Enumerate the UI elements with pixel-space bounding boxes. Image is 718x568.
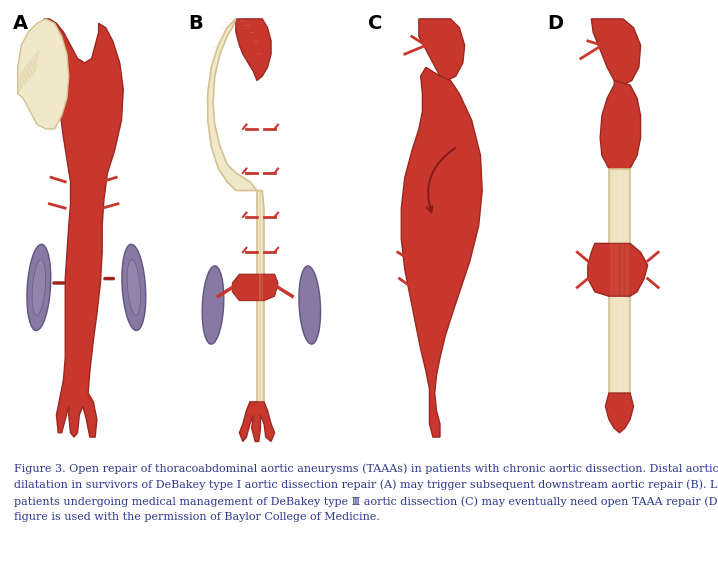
Polygon shape <box>588 243 648 296</box>
Text: C: C <box>368 14 382 34</box>
Text: Figure 3. Open repair of thoracoabdominal aortic aneurysms (TAAAs) in patients w: Figure 3. Open repair of thoracoabdomina… <box>14 463 718 523</box>
Polygon shape <box>419 19 465 81</box>
Text: B: B <box>188 14 203 34</box>
Polygon shape <box>592 19 640 85</box>
Polygon shape <box>208 19 264 402</box>
Polygon shape <box>600 81 640 173</box>
Polygon shape <box>401 67 482 437</box>
Polygon shape <box>239 402 274 441</box>
Polygon shape <box>605 393 633 433</box>
Polygon shape <box>236 19 271 81</box>
Ellipse shape <box>299 266 320 344</box>
Ellipse shape <box>32 260 45 315</box>
Ellipse shape <box>27 244 51 331</box>
Polygon shape <box>233 274 278 300</box>
Ellipse shape <box>122 244 146 331</box>
Polygon shape <box>18 19 69 129</box>
Text: D: D <box>547 14 564 34</box>
Polygon shape <box>609 169 630 393</box>
Polygon shape <box>44 19 123 437</box>
Text: A: A <box>12 14 27 34</box>
Ellipse shape <box>202 266 224 344</box>
Ellipse shape <box>127 260 141 315</box>
